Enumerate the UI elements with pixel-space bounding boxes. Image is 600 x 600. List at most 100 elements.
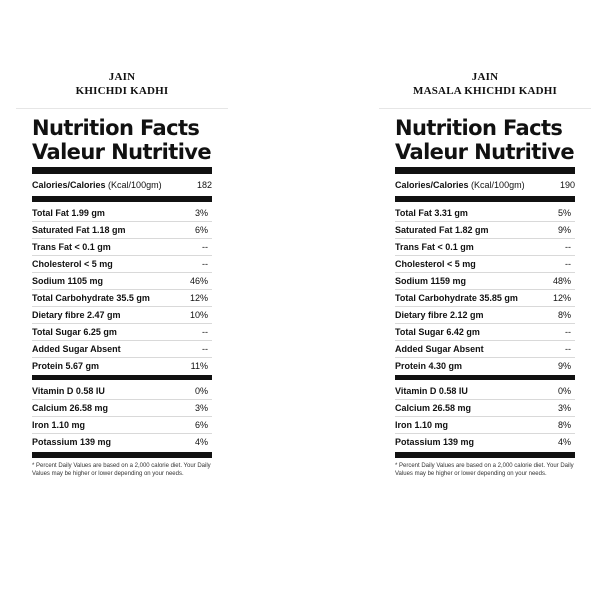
nutrient-dv: 3%: [194, 208, 208, 218]
nutrient-label: Total Fat 1.99 gm: [32, 208, 105, 218]
mineral-row: Calcium 26.58 mg 3%: [395, 400, 575, 417]
nutrient-list: Total Fat 1.99 gm 3% Saturated Fat 1.18 g…: [32, 202, 212, 374]
nutrient-row: Dietary fibre 2.12 gm 8%: [395, 307, 575, 324]
mineral-list: Vitamin D 0.58 IU 0% Calcium 26.58 mg 3% I…: [395, 380, 575, 450]
nutrient-list: Total Fat 3.31 gm 5% Saturated Fat 1.82 g…: [395, 202, 575, 374]
mineral-label: Potassium 139 mg: [395, 437, 475, 447]
footnote: * Percent Daily Values are based on a 2,…: [32, 463, 211, 477]
product-title-line1: JAIN: [471, 71, 499, 83]
mineral-row: Vitamin D 0.58 IU 0%: [32, 383, 212, 400]
nutrient-label: Sodium 1159 mg: [395, 276, 467, 286]
footnote: * Percent Daily Values are based on a 2,…: [395, 463, 574, 477]
thick-rule: [32, 452, 212, 458]
nutrient-row: Cholesterol < 5 mg --: [32, 256, 212, 273]
nutrition-heading: Nutrition Facts Valeur Nutritive: [395, 116, 575, 164]
thick-rule: [395, 375, 575, 380]
nutrient-row: Added Sugar Absent --: [32, 341, 212, 358]
nutrient-label: Dietary fibre 2.12 gm: [395, 310, 484, 320]
nutrient-dv: 9%: [557, 225, 571, 235]
nutrient-row: Trans Fat < 0.1 gm --: [395, 239, 575, 256]
nutrient-row: Trans Fat < 0.1 gm --: [32, 239, 212, 256]
mineral-row: Potassium 139 mg 4%: [32, 434, 212, 450]
calories-label-unit: (Kcal/100gm): [468, 180, 525, 190]
calories-label: Calories/Calories (Kcal/100gm): [395, 180, 525, 190]
heading-french: Valeur Nutritive: [32, 140, 212, 164]
nutrient-row: Cholesterol < 5 mg --: [395, 256, 575, 273]
nutrient-row: Total Carbohydrate 35.85 gm 12%: [395, 290, 575, 307]
calories-row: Calories/Calories (Kcal/100gm) 182: [32, 174, 212, 196]
nutrient-label: Cholesterol < 5 mg: [32, 259, 113, 269]
nutrient-dv: --: [565, 242, 571, 252]
nutrient-row: Sodium 1159 mg 48%: [395, 273, 575, 290]
nutrient-row: Total Fat 3.31 gm 5%: [395, 205, 575, 222]
nutrient-row: Dietary fibre 2.47 gm 10%: [32, 307, 212, 324]
mineral-row: Calcium 26.58 mg 3%: [32, 400, 212, 417]
nutrient-dv: 9%: [557, 361, 571, 371]
nutrient-dv: 46%: [189, 276, 208, 286]
product-title: JAIN MASALA KHICHDI KADHI: [395, 70, 575, 98]
nutrient-dv: --: [202, 327, 208, 337]
nutrient-row: Protein 4.30 gm 9%: [395, 358, 575, 374]
product-title-line1: JAIN: [108, 71, 136, 83]
nutrient-dv: 6%: [194, 225, 208, 235]
mineral-label: Calcium 26.58 mg: [395, 403, 472, 413]
calories-row: Calories/Calories (Kcal/100gm) 190: [395, 174, 575, 196]
thick-rule: [32, 167, 212, 174]
nutrient-label: Trans Fat < 0.1 gm: [395, 242, 474, 252]
nutrient-dv: --: [202, 242, 208, 252]
divider: [379, 108, 591, 109]
nutrient-label: Cholesterol < 5 mg: [395, 259, 476, 269]
mineral-dv: 6%: [194, 420, 208, 430]
nutrient-row: Added Sugar Absent --: [395, 341, 575, 358]
product-title-line2: KHICHDI KADHI: [75, 85, 169, 97]
nutrient-label: Protein 4.30 gm: [395, 361, 463, 371]
nutrient-row: Total Sugar 6.25 gm --: [32, 324, 212, 341]
mineral-dv: 4%: [194, 437, 208, 447]
mineral-row: Potassium 139 mg 4%: [395, 434, 575, 450]
nutrient-dv: 48%: [552, 276, 571, 286]
nutrient-row: Total Fat 1.99 gm 3%: [32, 205, 212, 222]
nutrient-dv: 12%: [189, 293, 208, 303]
thick-rule: [395, 452, 575, 458]
nutrient-dv: --: [202, 259, 208, 269]
nutrient-label: Saturated Fat 1.82 gm: [395, 225, 489, 235]
nutrient-row: Protein 5.67 gm 11%: [32, 358, 212, 374]
thick-rule: [32, 375, 212, 380]
nutrient-label: Trans Fat < 0.1 gm: [32, 242, 111, 252]
mineral-label: Calcium 26.58 mg: [32, 403, 109, 413]
mineral-row: Iron 1.10 mg 8%: [395, 417, 575, 434]
calories-label-bold: Calories/Calories: [395, 180, 469, 190]
nutrient-row: Total Sugar 6.42 gm --: [395, 324, 575, 341]
heading-french: Valeur Nutritive: [395, 140, 575, 164]
nutrient-row: Total Carbohydrate 35.5 gm 12%: [32, 290, 212, 307]
nutrient-label: Dietary fibre 2.47 gm: [32, 310, 121, 320]
mineral-dv: 4%: [557, 437, 571, 447]
mineral-list: Vitamin D 0.58 IU 0% Calcium 26.58 mg 3% I…: [32, 380, 212, 450]
mineral-dv: 3%: [194, 403, 208, 413]
nutrient-label: Added Sugar Absent: [32, 344, 121, 354]
thick-rule: [32, 196, 212, 202]
nutrient-row: Saturated Fat 1.18 gm 6%: [32, 222, 212, 239]
thick-rule: [395, 196, 575, 202]
product-title-line2: MASALA KHICHDI KADHI: [413, 85, 557, 97]
nutrient-label: Sodium 1105 mg: [32, 276, 104, 286]
mineral-row: Iron 1.10 mg 6%: [32, 417, 212, 434]
mineral-label: Iron 1.10 mg: [32, 420, 86, 430]
heading-english: Nutrition Facts: [32, 116, 200, 140]
mineral-dv: 0%: [194, 386, 208, 396]
nutrient-dv: --: [202, 344, 208, 354]
mineral-label: Iron 1.10 mg: [395, 420, 449, 430]
mineral-dv: 8%: [557, 420, 571, 430]
nutrient-label: Total Carbohydrate 35.85 gm: [395, 293, 518, 303]
nutrient-label: Total Sugar 6.25 gm: [32, 327, 117, 337]
nutrient-label: Added Sugar Absent: [395, 344, 484, 354]
mineral-label: Vitamin D 0.58 IU: [32, 386, 105, 396]
nutrient-dv: 8%: [557, 310, 571, 320]
nutrient-label: Total Sugar 6.42 gm: [395, 327, 480, 337]
nutrient-label: Total Carbohydrate 35.5 gm: [32, 293, 150, 303]
nutrient-dv: --: [565, 259, 571, 269]
nutrient-dv: 11%: [190, 361, 208, 371]
heading-english: Nutrition Facts: [395, 116, 563, 140]
nutrient-label: Total Fat 3.31 gm: [395, 208, 468, 218]
mineral-dv: 0%: [557, 386, 571, 396]
